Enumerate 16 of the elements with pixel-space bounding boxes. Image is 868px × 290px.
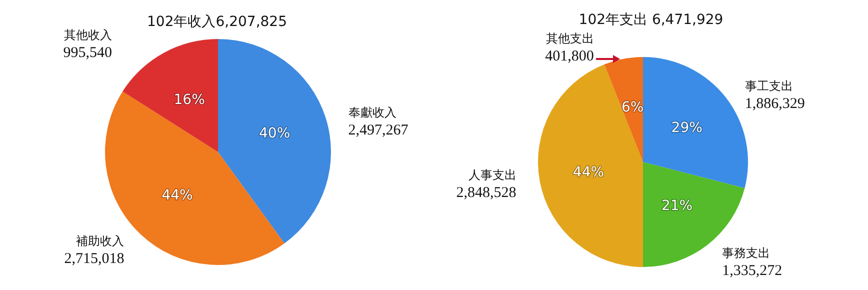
data-label: 6% [621,99,644,116]
data-label: 44% [572,164,604,180]
slice-label: 奉獻收入 2,497,267 [348,106,409,139]
slice-label: 人事支出 2,848,528 [456,168,516,202]
chart-title: 102年支出 6,471,929 [578,12,724,28]
slice-label: 其他支出 401,800 [545,31,594,64]
data-label: 40% [259,126,290,142]
data-label: 44% [162,187,193,204]
data-label: 16% [174,92,205,108]
chart-title: 102年收入6,207,825 [147,14,287,30]
data-label: 29% [671,120,702,136]
slice-label: 事務支出 1,335,272 [722,246,782,279]
data-label: 21% [661,198,693,214]
slice-label: 其他收入 995,540 [63,28,112,61]
slice-label: 事工支出 1,886,329 [744,78,805,112]
slice-label: 補助收入 2,715,018 [64,234,124,267]
